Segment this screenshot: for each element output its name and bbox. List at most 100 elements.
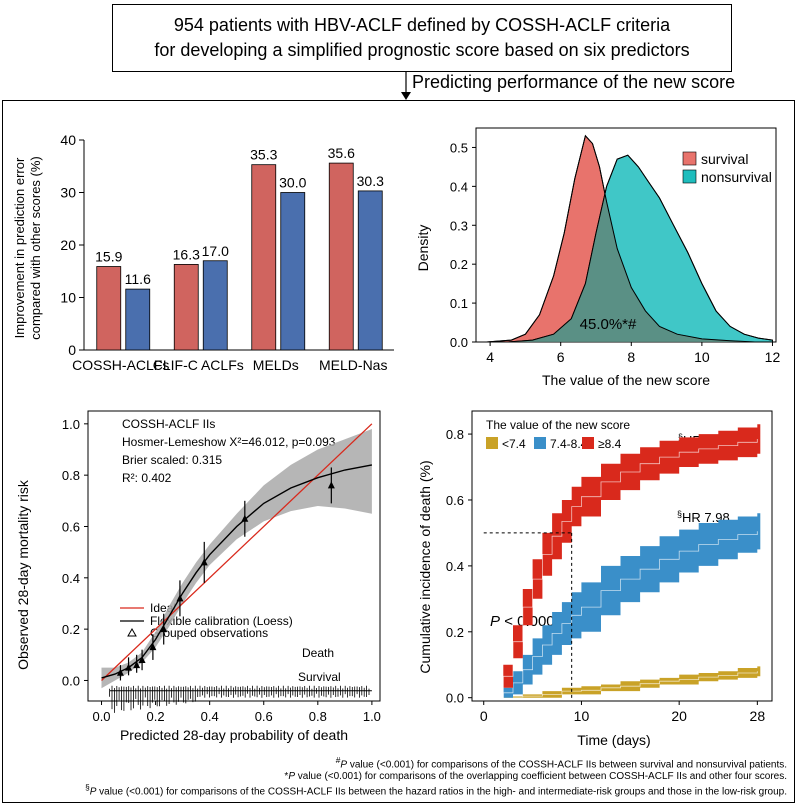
calibration-title: COSSH-ACLF IIs — [122, 417, 215, 431]
calibration-y-tick-label: 0.4 — [62, 571, 80, 586]
cif-band-1 — [483, 513, 761, 698]
density-x-tick-label: 6 — [557, 349, 565, 365]
flow-arrow-label: Predicting performance of the new score — [412, 72, 736, 92]
cif-y-tick-label: 0.4 — [446, 559, 464, 574]
calibration-confidence-band — [101, 429, 372, 689]
bar-y-tick-label: 40 — [60, 132, 76, 148]
density-overlap-area — [486, 194, 773, 342]
density-xlabel: The value of the new score — [542, 372, 710, 388]
calibration-xlabel: Predicted 28-day probability of death — [120, 727, 348, 743]
density-legend-label: survival — [701, 151, 748, 167]
calibration-chart: Observed 28-day mortality risk Predicted… — [15, 410, 381, 743]
cif-xlabel: Time (days) — [577, 732, 650, 748]
calibration-ylabel: Observed 28-day mortality risk — [15, 479, 31, 670]
density-ylabel: Density — [415, 225, 431, 272]
density-x-tick-label: 12 — [765, 349, 781, 365]
bar-category-label: COSSH-ACLFs — [72, 357, 169, 373]
cif-median-line-2 — [483, 439, 758, 699]
density-outline-nonsurvival — [507, 154, 773, 343]
survival-label: Survival — [298, 670, 341, 684]
cif-x-tick-label: 10 — [574, 708, 590, 724]
grouped-observation-point — [149, 643, 157, 651]
grouped-observation-point — [116, 668, 124, 676]
density-y-tick-label: 0.2 — [450, 257, 468, 272]
calibration-x-tick-label: 0.8 — [309, 709, 327, 724]
density-legend-label: nonsurvival — [701, 169, 772, 185]
results-panel — [2, 100, 795, 803]
cumulative-incidence-chart: Cumulative incidence of death (%) Time (… — [417, 410, 773, 748]
density-x-tick-label: 10 — [694, 349, 710, 365]
grouped-observation-point — [327, 481, 335, 489]
calibration-x-tick-label: 0.0 — [92, 709, 110, 724]
bar-value-label: 30.3 — [357, 173, 384, 189]
cif-x-tick-label: 20 — [671, 708, 687, 724]
cif-legend-title: The value of the new score — [486, 418, 630, 432]
overlap-annotation: 45.0%*# — [580, 316, 637, 333]
density-y-tick-label: 0.0 — [450, 335, 468, 350]
cif-y-tick-label: 0.6 — [446, 493, 464, 508]
density-legend-swatch — [682, 169, 697, 184]
calibration-x-tick-label: 0.6 — [255, 709, 273, 724]
cif-band-2 — [483, 424, 761, 698]
bar-value-label: 30.0 — [279, 175, 306, 191]
bar-ylabel-line1: Improvement in prediction error — [12, 157, 27, 338]
calibration-x-tick-label: 1.0 — [363, 709, 381, 724]
cif-legend-label: ≥8.4 — [598, 437, 622, 451]
bar-value-label: 16.3 — [173, 246, 200, 262]
bar-category-label: MELD-Nas — [319, 357, 387, 373]
grouped-observation-point — [200, 558, 208, 566]
density-x-tick-label: 4 — [486, 349, 494, 365]
study-summary-box: 954 patients with HBV-ACLF defined by CO… — [112, 4, 732, 72]
cif-ylabel: Cumulative incidence of death (%) — [417, 460, 433, 673]
bar-value-label: 17.0 — [202, 243, 229, 259]
death-label: Death — [302, 646, 334, 660]
bar-ylabel-line2: compared with other scores (%) — [28, 156, 43, 340]
grouped-observation-point — [125, 663, 133, 671]
calibration-y-tick-label: 1.0 — [62, 417, 80, 432]
bar-value-label: 35.6 — [328, 145, 355, 161]
r-squared: R²: 0.402 — [122, 471, 172, 485]
cif-band-0 — [483, 666, 761, 698]
bar-y-tick-label: 10 — [60, 290, 76, 306]
density-legend-swatch — [682, 151, 697, 166]
cif-legend-label: 7.4-8.4 — [550, 437, 588, 451]
summary-line-1: 954 patients with HBV-ACLF defined by CO… — [173, 15, 671, 35]
bar-value-label: 11.6 — [125, 271, 151, 287]
grouped-observation-point — [133, 661, 141, 669]
loess-curve — [101, 464, 373, 679]
bar — [328, 162, 354, 351]
legend-triangle-icon — [127, 627, 137, 637]
bar — [280, 192, 306, 351]
footnote-3: §P value (<0.001) for comparisons of the… — [85, 782, 787, 798]
bar — [96, 266, 122, 351]
cif-median-line-1 — [483, 531, 758, 699]
ideal-line — [101, 423, 373, 681]
score-density-chart: Density The value of the new score 0.0 0.… — [415, 127, 781, 388]
bar-value-label: 15.9 — [95, 249, 122, 265]
cif-x-tick-label: 0 — [480, 708, 488, 724]
grouped-observation-point — [176, 594, 184, 602]
cif-legend-label: <7.4 — [502, 437, 526, 451]
calibration-y-tick-label: 0.2 — [62, 622, 80, 637]
legend-loess: Flexible calibration (Loess) — [150, 614, 293, 628]
bar — [125, 288, 151, 351]
density-outline-survival — [486, 134, 755, 343]
cif-legend-swatch — [486, 437, 498, 449]
grouped-observation-point — [160, 625, 168, 633]
bar-y-tick-label: 20 — [60, 237, 76, 253]
density-x-tick-label: 8 — [627, 349, 635, 365]
cif-legend-swatch — [534, 437, 546, 449]
footnotes: #P value (<0.001) for comparisons of the… — [0, 755, 787, 798]
cif-median-line-0 — [483, 671, 758, 699]
bar-y-tick-label: 30 — [60, 185, 76, 201]
cif-x-tick-label: 28 — [750, 708, 766, 724]
calibration-y-tick-label: 0.0 — [62, 673, 80, 688]
flow-arrow — [401, 72, 411, 100]
grouped-observation-point — [138, 655, 146, 663]
cif-y-tick-label: 0.8 — [446, 427, 464, 442]
cif-frame — [471, 410, 773, 702]
density-y-tick-label: 0.1 — [450, 296, 468, 311]
hr-mid-label: §HR 7.98 — [677, 509, 730, 525]
brier-score: Brier scaled: 0.315 — [122, 453, 222, 467]
bar — [173, 264, 199, 351]
